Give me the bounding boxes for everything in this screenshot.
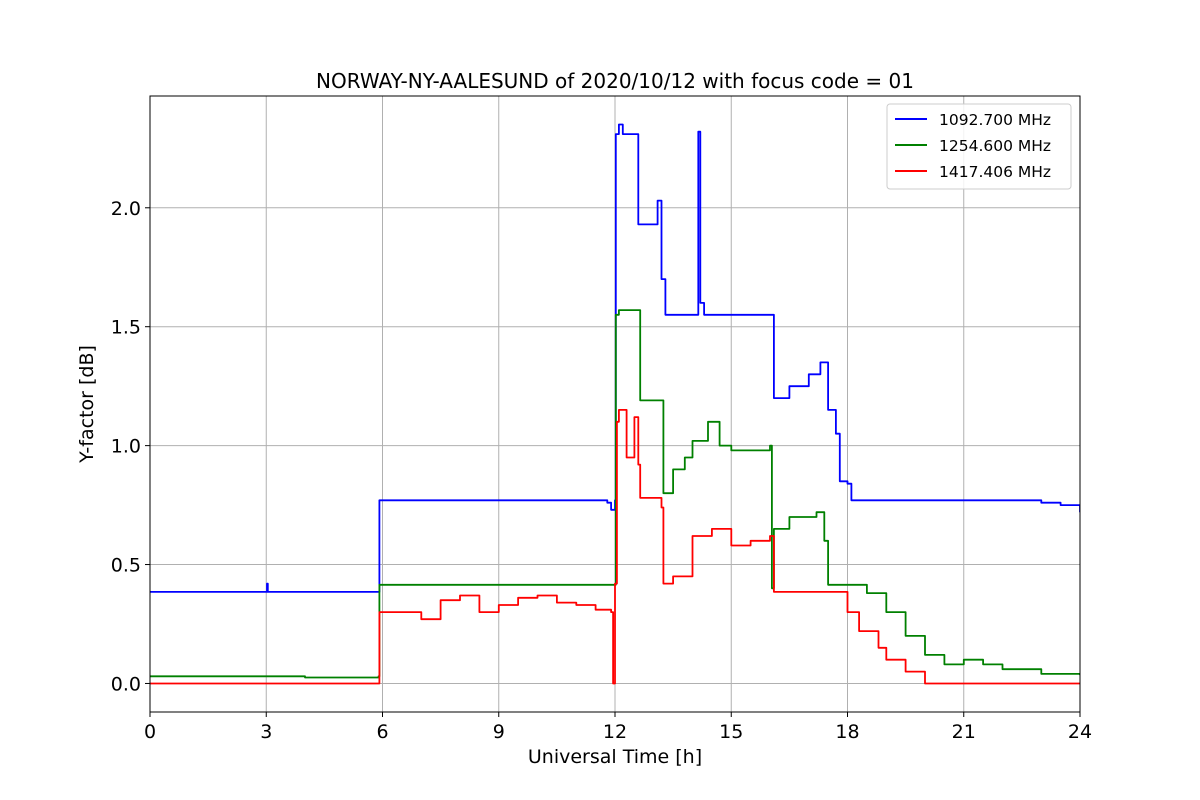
x-tick-label: 0 — [144, 721, 156, 743]
x-axis-label: Universal Time [h] — [528, 746, 702, 768]
x-tick-label: 6 — [376, 721, 388, 743]
y-tick-label: 1.5 — [111, 317, 141, 339]
x-tick-label: 12 — [603, 721, 627, 743]
ticks: 0 3 6 9 12 15 18 21 24 0.0 0.5 1.0 1.5 2.0 — [111, 198, 1092, 743]
x-tick-label: 15 — [719, 721, 743, 743]
chart-title: NORWAY-NY-AALESUND of 2020/10/12 with fo… — [316, 69, 914, 93]
x-tick-label: 18 — [835, 721, 859, 743]
legend-label: 1254.600 MHz — [939, 137, 1051, 155]
legend-box — [886, 103, 1072, 190]
legend: 1092.700 MHz 1254.600 MHz 1417.406 MHz — [886, 103, 1072, 190]
x-tick-label: 24 — [1068, 721, 1092, 743]
plot-area — [150, 123, 1080, 685]
y-tick-label: 0.5 — [111, 555, 141, 577]
legend-label: 1092.700 MHz — [939, 111, 1051, 129]
x-tick-label: 9 — [493, 721, 505, 743]
x-tick-label: 3 — [260, 721, 272, 743]
legend-label: 1417.406 MHz — [939, 163, 1051, 181]
y-tick-label: 0.0 — [111, 673, 141, 695]
series-line-3 — [150, 409, 1080, 685]
series-line-1 — [150, 123, 1080, 593]
y-axis-label: Y-factor [dB] — [76, 345, 98, 464]
y-tick-label: 2.0 — [111, 198, 141, 220]
y-tick-label: 1.0 — [111, 436, 141, 458]
x-tick-label: 21 — [952, 721, 976, 743]
series-line-2 — [150, 309, 1080, 679]
